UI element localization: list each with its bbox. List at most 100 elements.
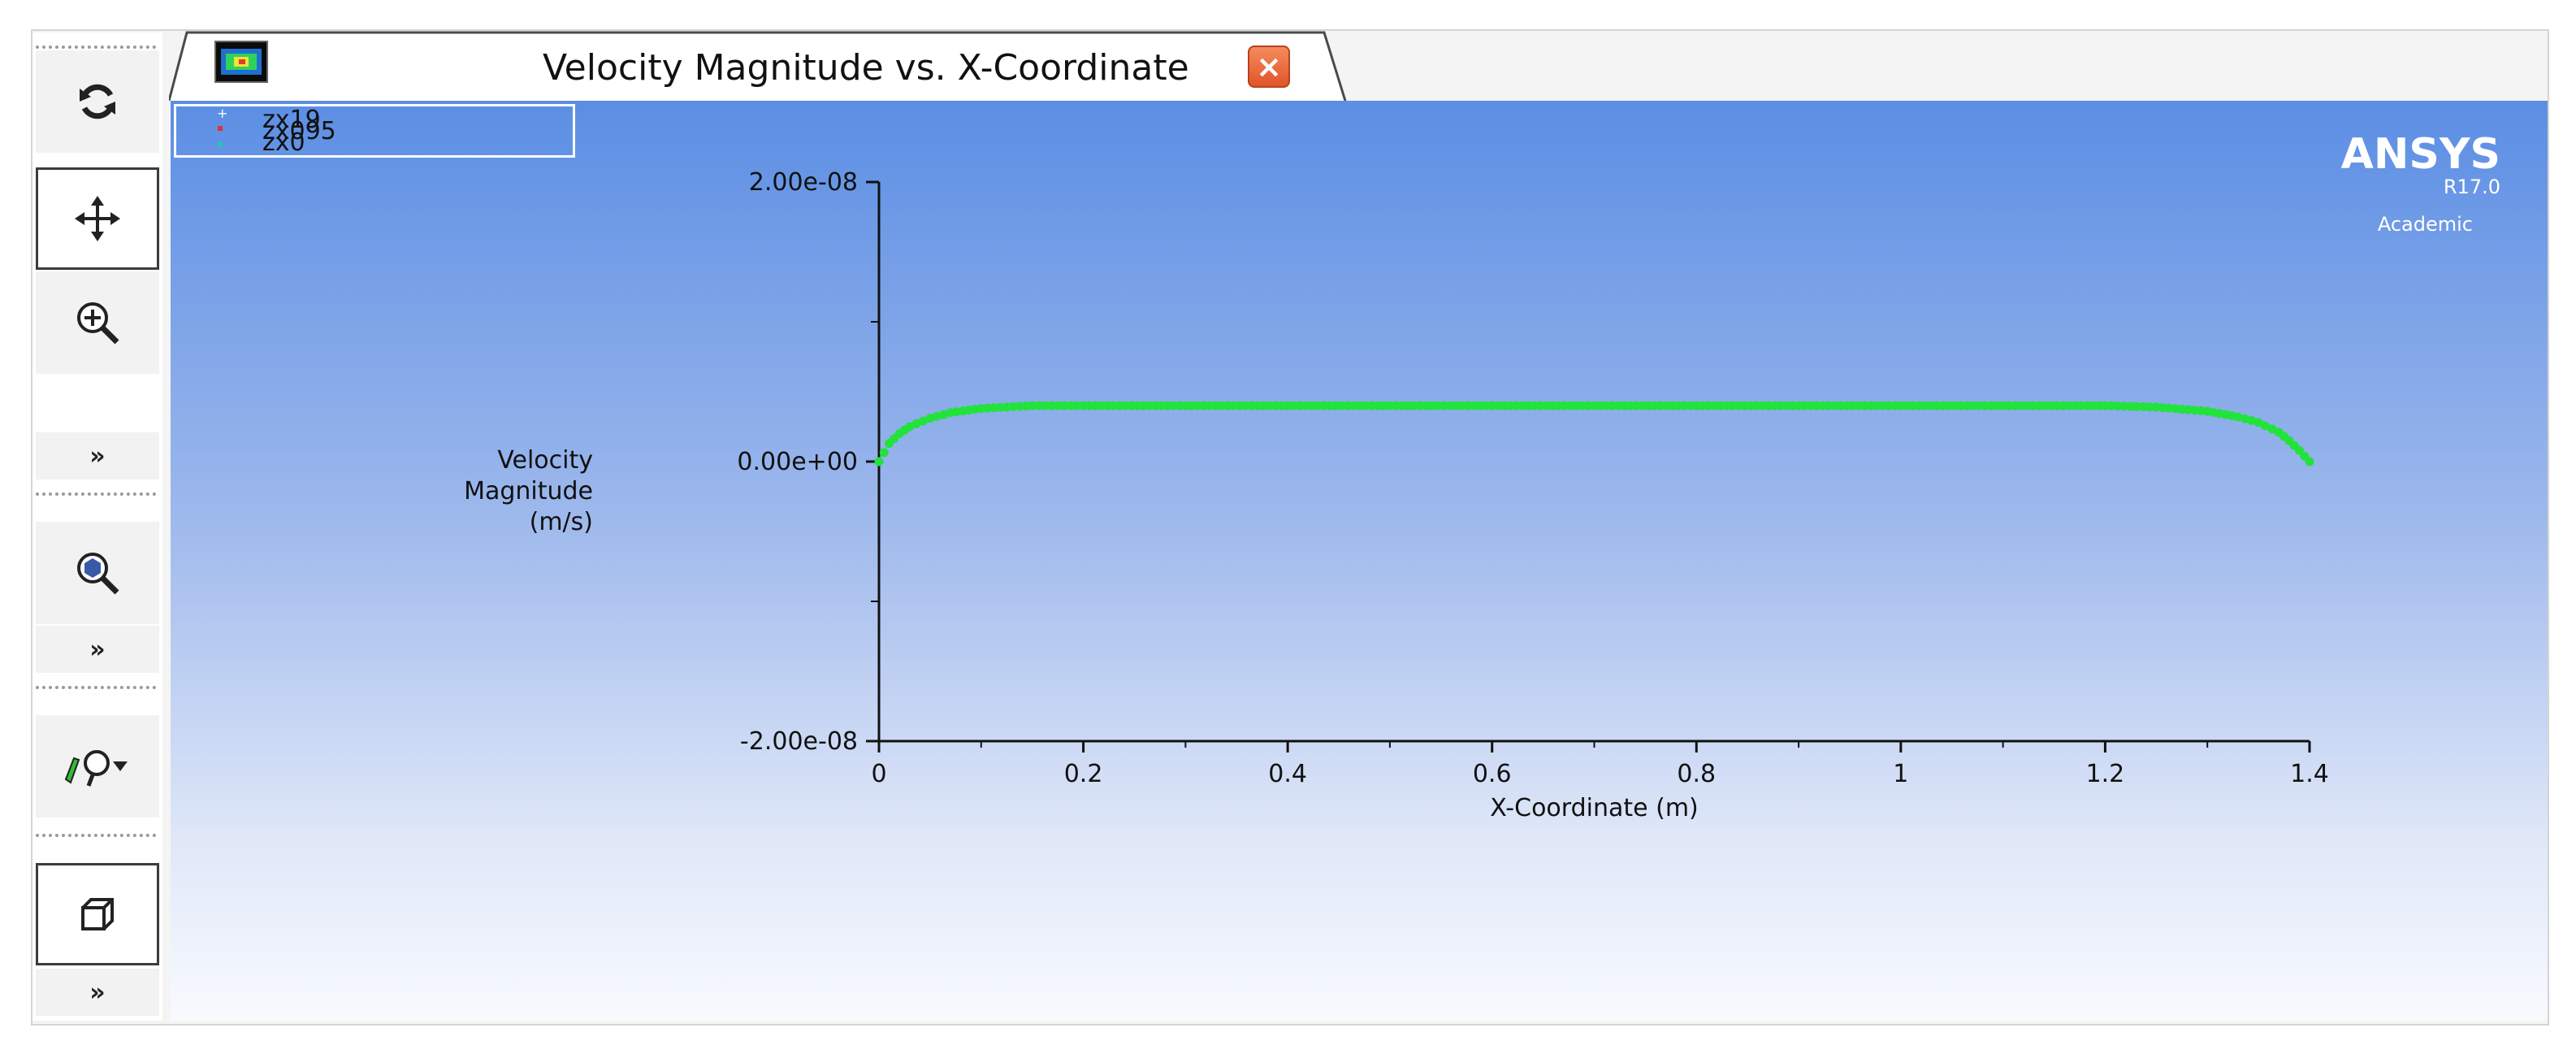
data-point-zx0	[2171, 404, 2180, 414]
probe-button[interactable]	[36, 715, 159, 818]
data-point-zx0	[2100, 401, 2110, 410]
graphics-toolbar: » » »	[32, 33, 162, 1021]
data-point-zx0	[2184, 405, 2193, 414]
y-tick-label: 2.00e-08	[749, 168, 858, 197]
data-point-zx0	[983, 403, 993, 413]
data-point-zx0	[1053, 401, 1063, 410]
legend-label-zx095: zx095	[262, 117, 336, 145]
contour-plot-icon-graphic	[221, 49, 262, 75]
toolbar-grip[interactable]	[36, 834, 156, 837]
data-point-zx0	[2189, 406, 2199, 415]
data-point-zx0	[1002, 402, 1011, 412]
data-point-zx0	[1072, 401, 1082, 410]
legend-label-zx0: zx0	[262, 128, 305, 157]
y-axis-title-line: Magnitude	[464, 477, 593, 505]
data-point-zx0	[2267, 424, 2277, 434]
data-point-zx0	[2119, 401, 2129, 411]
data-point-zx0	[2164, 403, 2174, 413]
data-point-zx0	[2113, 401, 2123, 411]
toolbar-grip[interactable]	[36, 686, 156, 689]
data-point-zx0	[905, 422, 915, 432]
data-point-zx0	[1066, 401, 1076, 410]
rotate-view-button[interactable]	[36, 50, 159, 153]
data-point-zx0	[2145, 402, 2154, 412]
legend-marker-zx095	[218, 126, 223, 131]
more-tools-2-button[interactable]: »	[36, 626, 159, 673]
data-point-zx0	[2253, 418, 2263, 427]
x-tick-label: 0.2	[1064, 760, 1103, 788]
data-point-zx0	[2247, 416, 2257, 426]
data-point-zx0	[2126, 401, 2136, 411]
probe-icon	[64, 750, 128, 787]
data-point-zx0	[2158, 403, 2167, 413]
fit-to-window-button[interactable]	[36, 522, 159, 624]
ansys-edition: Academic	[2377, 213, 2473, 236]
data-point-zx0	[1046, 401, 1056, 410]
data-point-zx0	[2196, 406, 2206, 415]
data-point-zx0	[911, 419, 921, 429]
data-point-zx0	[2233, 412, 2243, 422]
x-tick-label: 0.4	[1268, 760, 1307, 788]
data-point-zx0	[1028, 401, 1037, 410]
data-point-zx0	[1015, 401, 1024, 411]
toolbar-grip[interactable]	[36, 492, 156, 496]
toolbar-grip[interactable]	[36, 46, 156, 49]
x-tick-label: 1	[1893, 760, 1908, 788]
ansys-version: R17.0	[2443, 176, 2500, 198]
pan-button[interactable]	[36, 167, 159, 270]
tab-title: Velocity Magnitude vs. X-Coordinate	[543, 47, 1189, 89]
zoom-in-button[interactable]	[36, 271, 159, 374]
close-icon: ×	[1256, 49, 1282, 85]
xy-plot: 0 0.2 0.4 0.6 0.8 1 1.2 1.4 -2.00e-08 0.00e+00 2.0…	[464, 168, 2329, 822]
data-point-zx0	[995, 402, 1005, 412]
data-point-zx0	[2240, 414, 2249, 423]
more-tools-1-button[interactable]: »	[36, 432, 159, 479]
zoom-in-icon	[77, 302, 119, 345]
y-axis-title-line: Velocity	[497, 446, 593, 475]
x-tick-label: 0.8	[1677, 760, 1716, 788]
pan-icon	[75, 196, 120, 241]
data-point-zx0	[874, 457, 884, 466]
x-axis-title: X-Coordinate (m)	[1490, 794, 1699, 822]
close-tab-button[interactable]: ×	[1248, 46, 1290, 88]
data-point-zx0	[879, 448, 889, 458]
data-point-zx0	[919, 416, 929, 426]
ansys-logo: ANSYS	[2340, 130, 2500, 179]
data-series	[874, 401, 2314, 466]
y-tick-label: -2.00e-08	[740, 727, 858, 756]
more-tools-3-button[interactable]: »	[36, 969, 159, 1016]
tab-shape	[169, 31, 1347, 101]
data-point-zx0	[2260, 421, 2270, 431]
data-point-zx0	[2305, 457, 2314, 466]
axes: 0 0.2 0.4 0.6 0.8 1 1.2 1.4 -2.00e-08 0.00e+00 2.0…	[464, 168, 2329, 822]
legend-markers: +	[217, 106, 227, 147]
legend[interactable]: + zx19 zx095 zx0	[174, 104, 575, 158]
data-point-zx0	[1040, 401, 1050, 410]
data-point-zx0	[2106, 401, 2116, 410]
data-point-zx0	[925, 414, 935, 423]
data-point-zx0	[2139, 401, 2149, 411]
y-tick-label: 0.00e+00	[737, 448, 858, 476]
isometric-view-button[interactable]	[36, 863, 159, 965]
rotate-view-icon	[80, 84, 115, 119]
contour-plot-icon	[214, 41, 268, 83]
legend-label-zx19: zx19	[262, 106, 321, 134]
graphics-tab[interactable]: Velocity Magnitude vs. X-Coordinate ×	[169, 31, 1347, 101]
legend-marker-zx19: +	[217, 106, 227, 121]
data-point-zx0	[1008, 401, 1018, 411]
data-point-zx0	[2151, 402, 2161, 412]
x-tick-label: 1.2	[2086, 760, 2125, 788]
data-point-zx0	[989, 403, 999, 413]
data-point-zx0	[2132, 401, 2142, 411]
fit-to-window-icon	[77, 553, 119, 595]
isometric-view-icon	[81, 898, 114, 930]
x-tick-label: 0.6	[1473, 760, 1512, 788]
x-tick-label: 0	[871, 760, 886, 788]
data-point-zx0	[1021, 401, 1031, 411]
data-point-zx0	[1059, 401, 1069, 410]
data-point-zx0	[2177, 405, 2187, 414]
data-point-zx0	[1034, 401, 1044, 410]
data-point-zx0	[976, 404, 986, 414]
x-tick-label: 1.4	[2290, 760, 2329, 788]
